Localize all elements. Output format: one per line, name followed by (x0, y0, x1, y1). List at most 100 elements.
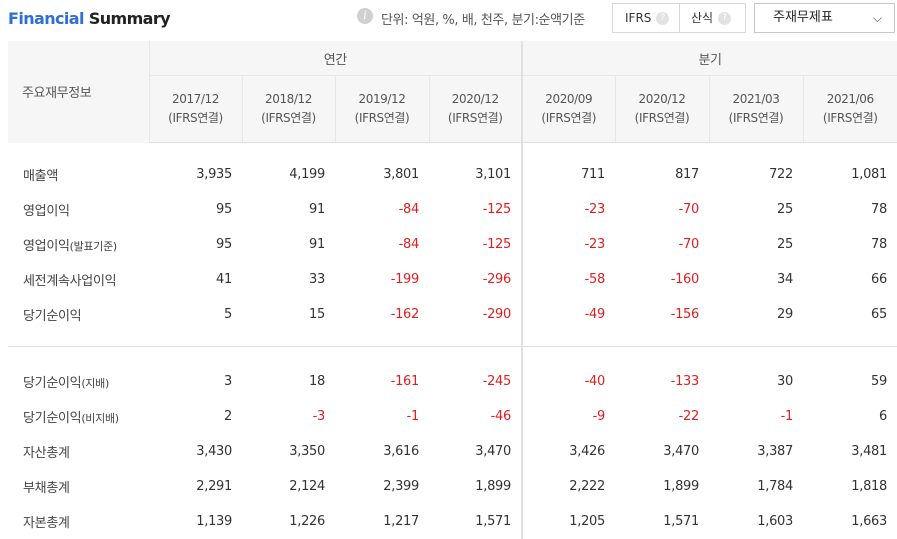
spacer-cell (149, 347, 242, 365)
help-icon[interactable]: ? (656, 12, 670, 25)
help-icon[interactable]: ? (718, 12, 732, 25)
value-cell: 25 (777, 237, 793, 252)
value-cell: 1,899 (663, 479, 699, 494)
period-date: 2020/12 (451, 92, 499, 106)
value-cell: 3,616 (383, 444, 419, 459)
period-date: 2021/06 (826, 92, 874, 106)
value-cell: 1,603 (757, 514, 793, 529)
value-cell: 1,571 (429, 504, 523, 539)
value-cell: -125 (429, 227, 523, 262)
value-cell: -290 (429, 297, 523, 332)
value-cell: 1,818 (851, 479, 887, 494)
title-summary: Summary (88, 9, 171, 28)
period-header: 2019/12 (IFRS연결) (335, 75, 430, 143)
value-cell: -46 (429, 399, 523, 434)
value-cell: 2,222 (569, 479, 605, 494)
value-cell: -23 (584, 237, 606, 252)
value-cell: 711 (581, 167, 605, 182)
spacer-cell (709, 332, 803, 347)
period-basis: (IFRS연결) (634, 111, 690, 125)
formula-option[interactable]: 산식? (691, 4, 732, 32)
row-label: 영업이익 (8, 192, 149, 227)
value-cell: 3,470 (429, 434, 523, 469)
table-row: 당기순이익 5 15 -162 -290 -49 -156 29 65 (8, 297, 897, 332)
value-cell: 3,801 (383, 167, 419, 182)
value-cell: 2,399 (383, 479, 419, 494)
spacer-cell (429, 346, 523, 364)
row-label: 영업이익(발표기준) (8, 227, 149, 262)
period-date: 2019/12 (358, 92, 406, 106)
value-cell: 1,226 (289, 514, 325, 529)
value-cell: 33 (309, 272, 325, 287)
page-title: Financial Summary (8, 9, 171, 28)
value-cell: -1 (780, 409, 794, 424)
period-date: 2020/12 (638, 92, 686, 106)
value-cell: 722 (769, 167, 793, 182)
value-cell: -49 (584, 307, 606, 322)
statement-type-select[interactable]: 주재무제표 ⌵ (754, 3, 895, 33)
period-date: 2021/03 (732, 92, 780, 106)
row-label: 당기순이익(지배) (8, 364, 149, 399)
value-cell: 1,571 (663, 514, 699, 529)
period-header: 2018/12 (IFRS연결) (242, 75, 336, 143)
row-label-text: 당기순이익 (23, 309, 82, 324)
spacer-cell (149, 143, 242, 158)
value-cell: -3 (312, 409, 326, 424)
value-cell: -40 (584, 374, 606, 389)
row-label: 부채총계 (8, 469, 149, 504)
spacer-cell (8, 332, 149, 347)
value-cell: -160 (670, 272, 700, 287)
info-icon[interactable]: i (357, 8, 373, 24)
period-date: 2017/12 (171, 92, 220, 106)
value-cell: 59 (871, 374, 887, 389)
value-cell: 5 (224, 307, 232, 322)
value-cell: -199 (390, 272, 420, 287)
period-header: 2020/09 (IFRS연결) (522, 75, 616, 143)
value-cell: 3,935 (196, 167, 232, 182)
value-cell: 91 (309, 237, 325, 252)
value-cell: -162 (390, 307, 420, 322)
value-cell: 78 (871, 202, 887, 217)
toggle-divider (679, 4, 680, 32)
value-cell: 25 (777, 202, 793, 217)
period-date: 2018/12 (264, 92, 313, 106)
row-label-sub: (지배) (81, 377, 109, 390)
row-label-text: 자산총계 (23, 446, 70, 461)
row-label-text: 자본총계 (23, 516, 70, 531)
top-bar: Financial Summary i 단위: 억원, %, 배, 천주, 분기… (0, 0, 897, 40)
value-cell: 1,081 (851, 167, 887, 182)
spacer-cell (803, 143, 897, 158)
value-cell: 3,470 (663, 444, 699, 459)
period-header: 2021/06 (IFRS연결) (803, 75, 897, 143)
spacer-cell (615, 347, 709, 365)
spacer-cell (615, 332, 709, 347)
value-cell: -23 (584, 202, 606, 217)
spacer-cell (429, 142, 523, 157)
value-cell: 3 (224, 374, 232, 389)
value-cell: -245 (429, 364, 523, 399)
value-cell: 3,430 (196, 444, 232, 459)
row-label-text: 부채총계 (23, 481, 70, 496)
group-header-quarterly: 분기 (522, 41, 897, 76)
value-cell: -84 (398, 202, 420, 217)
value-cell: 15 (309, 307, 325, 322)
spacer-row (8, 332, 897, 347)
value-cell: -161 (390, 374, 420, 389)
ifrs-formula-toggle: IFRS? 산식? (612, 3, 746, 33)
value-cell: -156 (670, 307, 700, 322)
spacer-cell (242, 347, 335, 365)
value-cell: -70 (678, 237, 700, 252)
row-label: 매출액 (8, 157, 149, 192)
spacer-cell (335, 347, 429, 365)
value-cell: 3,481 (851, 444, 887, 459)
value-cell: 1,784 (757, 479, 793, 494)
table-row: 당기순이익(지배) 3 18 -161 -245 -40 -133 30 59 (8, 364, 897, 399)
select-value: 주재무제표 (773, 10, 833, 25)
row-label-text: 매출액 (23, 169, 58, 184)
value-cell: -296 (429, 262, 523, 297)
spacer-cell (522, 143, 615, 158)
value-cell: -58 (584, 272, 606, 287)
value-cell: 2 (224, 409, 232, 424)
ifrs-option[interactable]: IFRS? (625, 4, 670, 32)
value-cell: 1,663 (851, 514, 887, 529)
